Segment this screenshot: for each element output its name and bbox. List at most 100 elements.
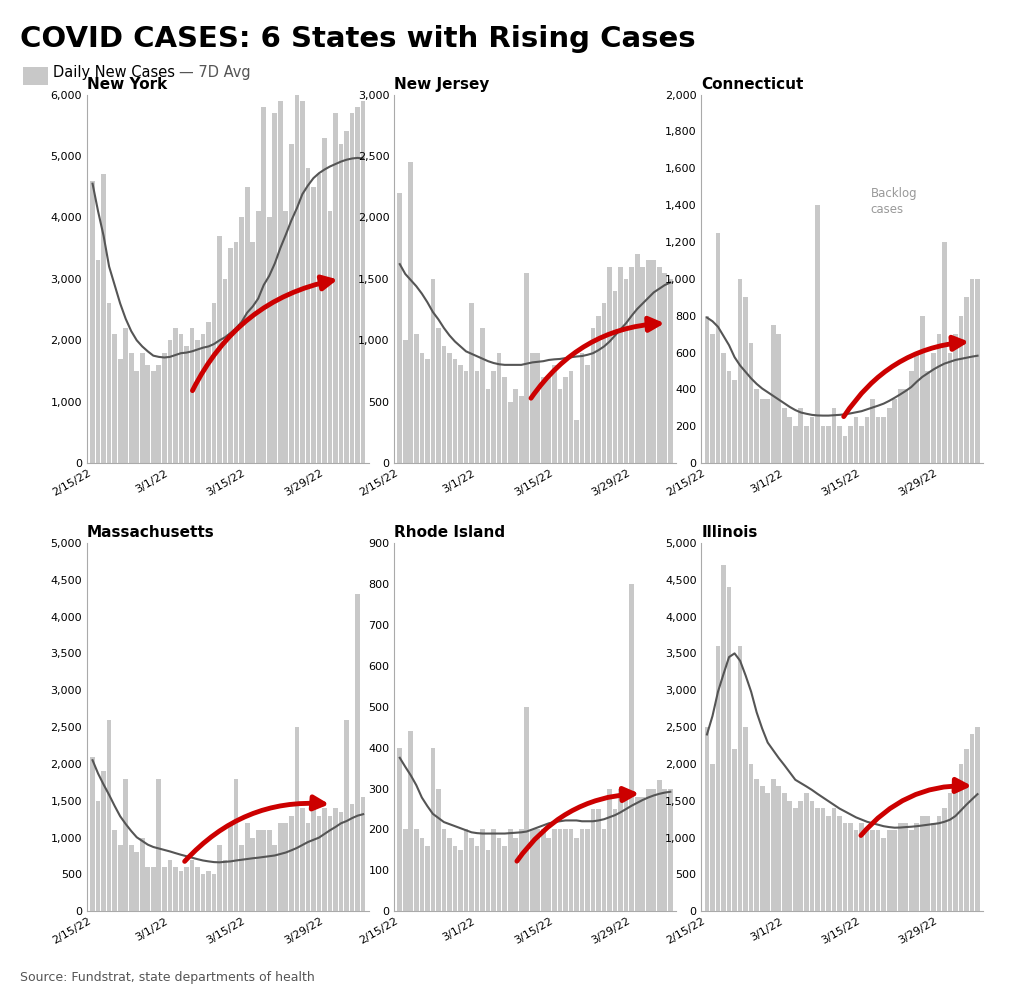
Bar	[552, 830, 557, 911]
Bar	[245, 187, 250, 463]
Text: Illinois: Illinois	[701, 525, 758, 540]
Bar	[492, 371, 496, 463]
Bar	[965, 297, 969, 463]
Bar	[485, 389, 490, 463]
Bar	[705, 727, 710, 911]
Text: Backlog
cases: Backlog cases	[870, 187, 918, 216]
Bar	[635, 254, 640, 463]
Bar	[612, 291, 617, 463]
Bar	[568, 371, 573, 463]
Bar	[843, 435, 847, 463]
Text: Source: Fundstrat, state departments of health: Source: Fundstrat, state departments of …	[20, 971, 315, 984]
Bar	[145, 868, 151, 911]
Bar	[469, 304, 474, 463]
Bar	[898, 389, 902, 463]
Bar	[458, 850, 463, 911]
Bar	[250, 838, 255, 911]
Bar	[624, 797, 629, 911]
Bar	[344, 131, 349, 463]
Bar	[547, 838, 551, 911]
Bar	[305, 168, 310, 463]
Bar	[624, 279, 629, 463]
Bar	[350, 805, 354, 911]
Bar	[727, 587, 731, 911]
Bar	[530, 353, 535, 463]
Bar	[184, 347, 188, 463]
Bar	[508, 401, 513, 463]
Bar	[765, 794, 770, 911]
Bar	[975, 279, 980, 463]
Bar	[782, 794, 786, 911]
Bar	[305, 823, 310, 911]
Bar	[810, 801, 814, 911]
Bar	[344, 720, 349, 911]
Bar	[820, 426, 825, 463]
Bar	[815, 205, 820, 463]
Bar	[854, 417, 858, 463]
Bar	[607, 267, 612, 463]
Bar	[640, 797, 645, 911]
Bar	[914, 823, 920, 911]
Bar	[854, 831, 858, 911]
Bar	[668, 279, 673, 463]
Bar	[113, 334, 117, 463]
Bar	[90, 757, 95, 911]
Bar	[425, 846, 430, 911]
Bar	[323, 808, 327, 911]
Bar	[513, 838, 518, 911]
Bar	[882, 838, 886, 911]
Bar	[118, 845, 123, 911]
Bar	[519, 395, 523, 463]
Bar	[162, 868, 167, 911]
Bar	[958, 764, 964, 911]
Bar	[475, 371, 479, 463]
Bar	[519, 830, 523, 911]
Bar	[580, 353, 585, 463]
Bar	[716, 646, 720, 911]
Bar	[870, 831, 874, 911]
Bar	[826, 426, 830, 463]
Bar	[793, 808, 798, 911]
Bar	[151, 868, 156, 911]
Bar	[776, 334, 781, 463]
Bar	[261, 831, 266, 911]
Bar	[95, 801, 100, 911]
Bar	[953, 779, 957, 911]
Bar	[760, 786, 765, 911]
Bar	[350, 113, 354, 463]
Bar	[184, 868, 188, 911]
Bar	[420, 838, 424, 911]
Bar	[705, 316, 710, 463]
Bar	[530, 830, 535, 911]
Bar	[328, 816, 333, 911]
Bar	[196, 341, 200, 463]
Bar	[903, 389, 908, 463]
Bar	[284, 211, 288, 463]
Bar	[804, 794, 809, 911]
Bar	[591, 328, 595, 463]
Bar	[503, 846, 507, 911]
Bar	[815, 808, 820, 911]
Bar	[485, 850, 490, 911]
Bar	[173, 868, 178, 911]
Bar	[464, 830, 468, 911]
Bar	[414, 334, 419, 463]
Bar	[864, 831, 869, 911]
Bar	[931, 353, 936, 463]
Bar	[926, 371, 930, 463]
Bar	[710, 764, 715, 911]
Bar	[206, 322, 211, 463]
Bar	[710, 334, 715, 463]
Bar	[267, 217, 271, 463]
Bar	[864, 417, 869, 463]
Bar	[206, 871, 211, 911]
Bar	[289, 143, 294, 463]
Bar	[607, 789, 612, 911]
Bar	[657, 267, 662, 463]
Text: Connecticut: Connecticut	[701, 77, 804, 92]
Bar	[563, 377, 567, 463]
Bar	[651, 789, 656, 911]
Bar	[272, 845, 278, 911]
Bar	[168, 341, 172, 463]
Bar	[926, 816, 930, 911]
